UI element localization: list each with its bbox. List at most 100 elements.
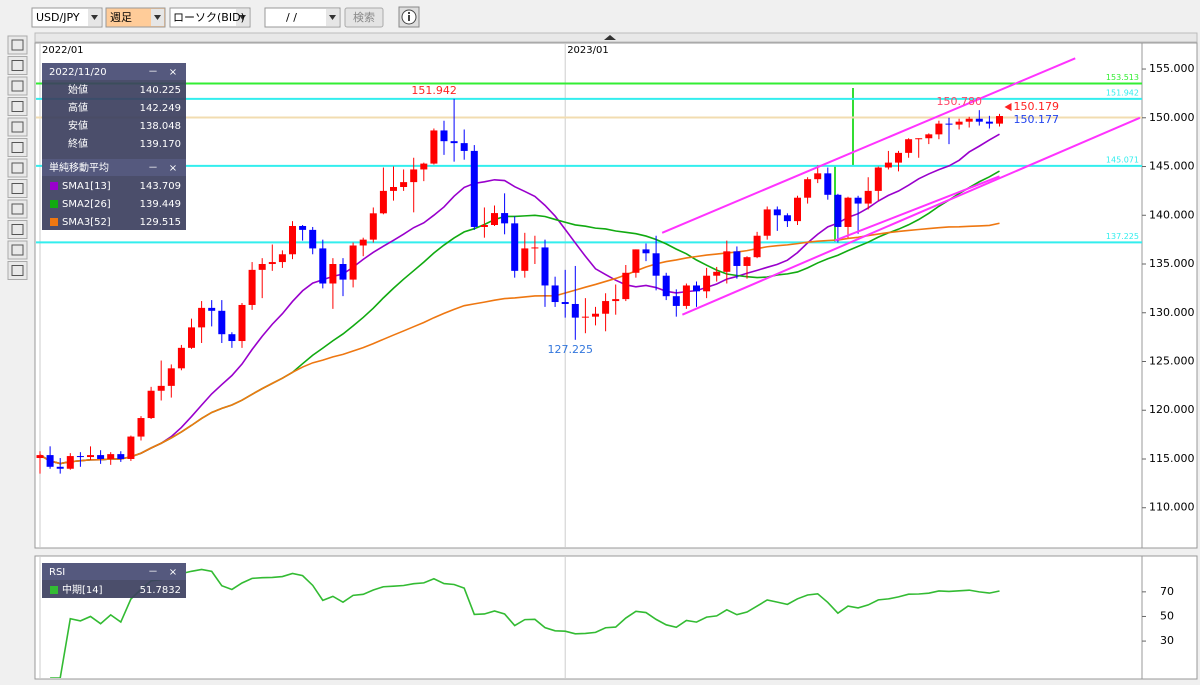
level-label: 153.513 (1106, 73, 1139, 82)
candle-body (157, 385, 165, 391)
candle-body (571, 303, 579, 318)
y-tick-label: 125.000 (1149, 355, 1195, 368)
y-tick-label: 110.000 (1149, 501, 1195, 514)
close-button[interactable]: × (169, 163, 177, 174)
candle-body (763, 209, 771, 236)
candle-body (864, 190, 872, 204)
candle-body (652, 253, 660, 276)
candle-body (622, 272, 630, 300)
row-label: 安値 (68, 119, 88, 132)
candle-body (127, 436, 135, 459)
rsi-plot (39, 557, 1000, 678)
close-button[interactable]: × (169, 567, 177, 578)
rsi-panel (34, 555, 1198, 680)
candle-body (359, 239, 367, 246)
tool-button[interactable] (7, 35, 28, 55)
candle-body (935, 123, 943, 135)
tool-button[interactable] (7, 220, 28, 239)
candle-body (824, 173, 832, 195)
candle-body (228, 334, 236, 342)
search-button[interactable] (344, 7, 384, 28)
level-label: 137.225 (1106, 232, 1139, 241)
candle-body (743, 257, 751, 266)
annotation: 150.177 (1014, 113, 1060, 126)
splitter[interactable] (34, 32, 1198, 43)
tool-button[interactable] (7, 179, 28, 198)
trend-line (681, 116, 1141, 316)
tool-button[interactable] (7, 117, 28, 137)
candle-body (844, 197, 852, 227)
tool-button[interactable] (7, 261, 28, 280)
y-tick-label: 145.000 (1149, 160, 1195, 173)
candle-body (541, 247, 549, 286)
chart-kind: ローソク(BID) (173, 11, 245, 24)
close-button[interactable]: × (169, 67, 177, 78)
tool-button[interactable] (7, 97, 28, 116)
tool-button[interactable] (7, 240, 28, 260)
rsi-axis: 70 50 30 (1142, 585, 1174, 647)
candle-body (117, 454, 125, 459)
candle-body (379, 190, 387, 214)
tool-button[interactable] (7, 138, 28, 157)
period-select[interactable] (105, 7, 166, 28)
candle-body (662, 275, 670, 297)
tool-icon (11, 142, 24, 153)
candle-body (905, 139, 913, 153)
candle-body (945, 123, 953, 125)
tool-button[interactable] (7, 158, 28, 178)
symbol-select[interactable] (31, 7, 103, 28)
x-tick-label: 2022/01 (42, 45, 84, 56)
minimize-button[interactable]: － (148, 67, 158, 78)
row-label: 始値 (68, 83, 88, 96)
row-value: 142.249 (140, 103, 181, 114)
y-tick-label: 115.000 (1149, 452, 1195, 465)
minimize-button[interactable]: － (148, 567, 158, 578)
tool-button[interactable] (7, 199, 28, 219)
candle-body (107, 454, 115, 459)
candle-body (814, 173, 822, 180)
legend-header (42, 563, 186, 580)
candle-body (693, 285, 700, 292)
candle-body (319, 248, 327, 284)
chart-kind-select[interactable] (169, 7, 251, 28)
tool-button[interactable] (7, 76, 28, 96)
candle-body (258, 264, 266, 270)
tool-icon (11, 101, 24, 112)
candle-body (480, 225, 488, 227)
minimize-button[interactable]: － (148, 163, 158, 174)
x-tick-label: 2023/01 (567, 45, 609, 56)
annotation: 127.225 (548, 343, 594, 356)
legend-title: 単純移動平均 (49, 161, 109, 174)
legend-swatch (50, 182, 58, 190)
level-label: 145.071 (1106, 155, 1139, 164)
tool-icon (11, 80, 24, 92)
y-tick-label: 30 (1160, 634, 1174, 647)
candle-body (470, 150, 478, 227)
date: / / (286, 11, 297, 24)
candle-body (955, 121, 963, 125)
candle-body (430, 130, 438, 164)
tool-button[interactable] (7, 56, 28, 75)
candle-body (884, 162, 892, 168)
candle-body (460, 143, 468, 151)
period: 週足 (110, 11, 132, 24)
tool-icon (11, 121, 24, 133)
candle-body (794, 197, 801, 222)
price-plot: 153.513 151.942 145.071 137.225 (36, 44, 1142, 547)
candle-body (773, 209, 781, 216)
left-toolbar (7, 35, 28, 280)
price-axis: 2022/01 2023/01 155.000 150.000 145.000 140.0… (42, 45, 1195, 514)
date-input[interactable] (264, 7, 341, 28)
candle-body (369, 213, 377, 240)
candle-body (632, 249, 640, 273)
candle-body (410, 169, 418, 183)
y-tick-label: 150.000 (1149, 111, 1195, 124)
search-label: 検索 (353, 10, 375, 24)
candle-body (874, 167, 882, 191)
legend-header (42, 159, 186, 176)
candle-body (723, 251, 731, 272)
candle-body (248, 269, 256, 305)
candle-body (975, 118, 983, 122)
tool-icon (11, 224, 24, 235)
